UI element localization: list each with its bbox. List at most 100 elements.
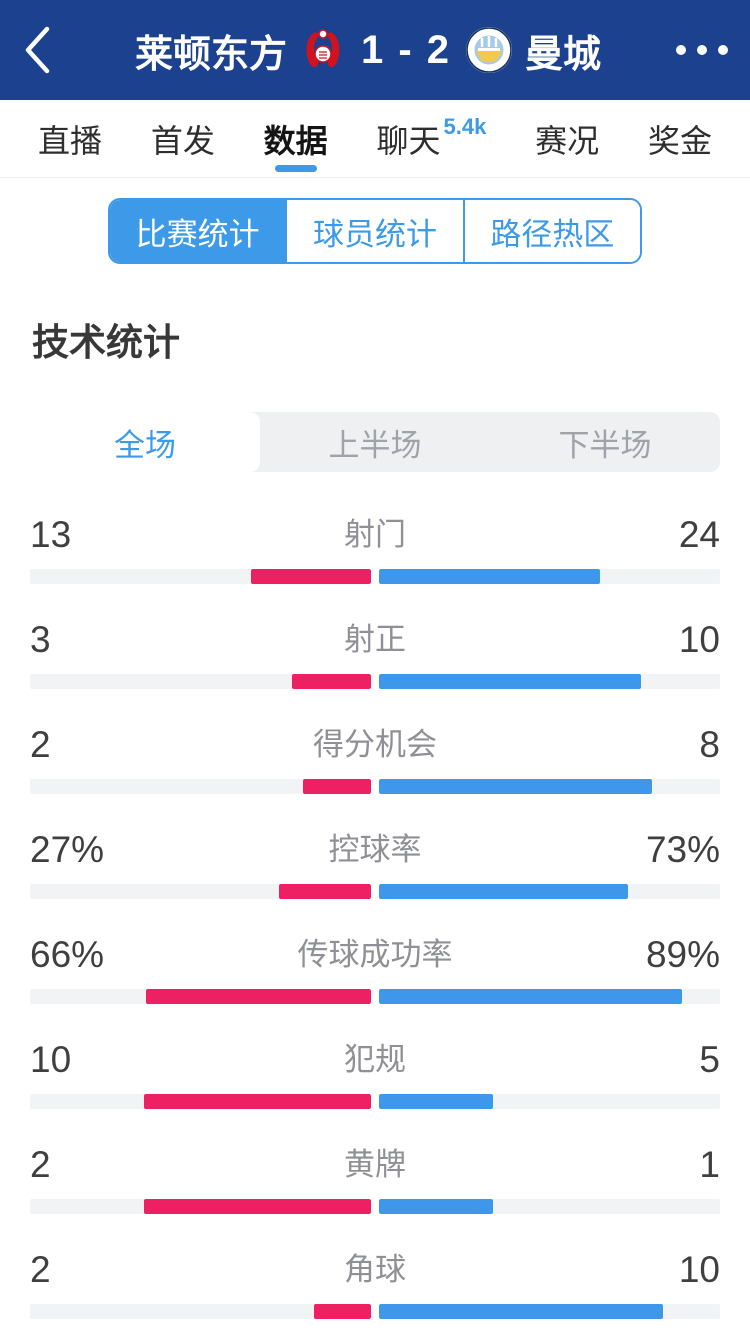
stat-row-4: 66% 传球成功率 89% [30, 928, 720, 1033]
tab-item-3[interactable]: 聊天 5.4k [376, 100, 486, 177]
home-team-name: 莱顿东方 [134, 33, 287, 76]
home-value: 27% [30, 829, 105, 870]
tab-item-2[interactable]: 数据 [264, 100, 328, 177]
period-label: 上半场 [328, 427, 422, 463]
away-bar [379, 779, 652, 794]
period-label: 全场 [114, 427, 176, 463]
home-bar-track [30, 569, 371, 584]
home-bar-track [30, 1199, 371, 1214]
away-bar [379, 1199, 493, 1214]
home-bar [302, 779, 371, 794]
stat-label: 控球率 [328, 832, 422, 867]
tab-item-1[interactable]: 首发 [151, 100, 215, 177]
away-bar [379, 674, 642, 689]
home-bar-track [30, 1304, 371, 1319]
tab-bar: 直播 首发 数据 聊天 5.4k 赛况 奖金 [0, 100, 750, 178]
tab-item-4[interactable]: 赛况 [535, 100, 599, 177]
home-bar [292, 674, 371, 689]
away-bar-track [379, 779, 720, 794]
tab-label: 聊天 [376, 122, 441, 159]
home-value: 10 [30, 1039, 72, 1080]
segment-label: 路径热区 [490, 216, 615, 252]
stat-row-1: 3 射正 10 [30, 613, 720, 718]
away-bar [379, 1304, 664, 1319]
stat-row-3: 27% 控球率 73% [30, 823, 720, 928]
stat-label: 射门 [344, 517, 406, 552]
home-value: 2 [30, 1144, 51, 1185]
tab-item-0[interactable]: 直播 [38, 100, 102, 177]
segment-label: 比赛统计 [135, 216, 260, 252]
away-value: 89% [645, 934, 720, 975]
home-value: 2 [30, 1249, 51, 1290]
home-bar [251, 569, 371, 584]
segment-label: 球员统计 [312, 216, 437, 252]
home-value: 13 [30, 514, 72, 555]
more-button[interactable] [658, 45, 728, 55]
segment-item-1[interactable]: 球员统计 [285, 200, 463, 262]
away-bar-track [379, 884, 720, 899]
away-value: 5 [699, 1039, 720, 1080]
stat-row-0: 13 射门 24 [30, 508, 720, 613]
tab-label: 数据 [263, 122, 328, 159]
home-bar [314, 1304, 371, 1319]
stat-row-6: 2 黄牌 1 [30, 1138, 720, 1243]
period-tab-2[interactable]: 下半场 [490, 412, 720, 472]
segment-item-0[interactable]: 比赛统计 [110, 200, 286, 262]
tab-label: 奖金 [647, 122, 712, 159]
away-bar-track [379, 1304, 720, 1319]
away-bar-track [379, 1199, 720, 1214]
away-value: 10 [678, 1249, 720, 1290]
tab-label: 直播 [38, 122, 103, 159]
stat-type-segmented-control: 比赛统计 球员统计 路径热区 [108, 198, 642, 264]
home-bar-track [30, 884, 371, 899]
home-team-badge-icon [306, 29, 340, 68]
away-bar [379, 989, 683, 1004]
navbar: 莱顿东方 1 - 2 曼城 [0, 0, 750, 100]
away-value: 24 [678, 514, 720, 555]
stat-label: 犯规 [344, 1042, 406, 1077]
home-value: 2 [30, 724, 51, 765]
ellipsis-icon [676, 45, 686, 55]
stat-label: 黄牌 [344, 1147, 406, 1182]
tab-item-5[interactable]: 奖金 [648, 100, 712, 177]
segment-item-2[interactable]: 路径热区 [462, 200, 640, 262]
home-bar-track [30, 779, 371, 794]
match-title: 莱顿东方 1 - 2 曼城 [78, 23, 658, 78]
period-tab-0[interactable]: 全场 [30, 412, 260, 472]
home-bar [145, 989, 371, 1004]
away-value: 1 [699, 1144, 720, 1185]
section-title: 技术统计 [32, 322, 180, 363]
stats-list: 13 射门 24 3 射正 10 [0, 508, 750, 1334]
away-bar-track [379, 569, 720, 584]
away-bar [379, 569, 601, 584]
tab-label: 赛况 [535, 122, 600, 159]
away-team-name: 曼城 [525, 33, 602, 76]
away-bar-track [379, 674, 720, 689]
back-button[interactable] [22, 24, 78, 76]
stat-label: 传球成功率 [297, 937, 453, 972]
stat-row-5: 10 犯规 5 [30, 1033, 720, 1138]
away-value: 10 [678, 619, 720, 660]
away-value: 8 [699, 724, 720, 765]
away-bar-track [379, 1094, 720, 1109]
home-bar-track [30, 1094, 371, 1109]
home-bar-track [30, 989, 371, 1004]
stat-row-7: 2 角球 10 [30, 1243, 720, 1334]
match-score: 1 - 2 [360, 27, 452, 72]
stat-label: 得分机会 [313, 727, 437, 762]
away-bar [379, 1094, 493, 1109]
tab-count-badge: 5.4k [443, 114, 487, 139]
away-bar [379, 884, 628, 899]
home-bar [143, 1094, 371, 1109]
tab-label: 首发 [150, 122, 215, 159]
period-tabs: 全场 上半场 下半场 [30, 412, 720, 472]
away-value: 73% [645, 829, 720, 870]
away-bar-track [379, 989, 720, 1004]
home-value: 66% [30, 934, 105, 975]
period-tab-1[interactable]: 上半场 [260, 412, 490, 472]
stat-label: 角球 [344, 1252, 406, 1287]
home-bar-track [30, 674, 371, 689]
home-bar [143, 1199, 371, 1214]
stat-label: 射正 [344, 622, 406, 657]
